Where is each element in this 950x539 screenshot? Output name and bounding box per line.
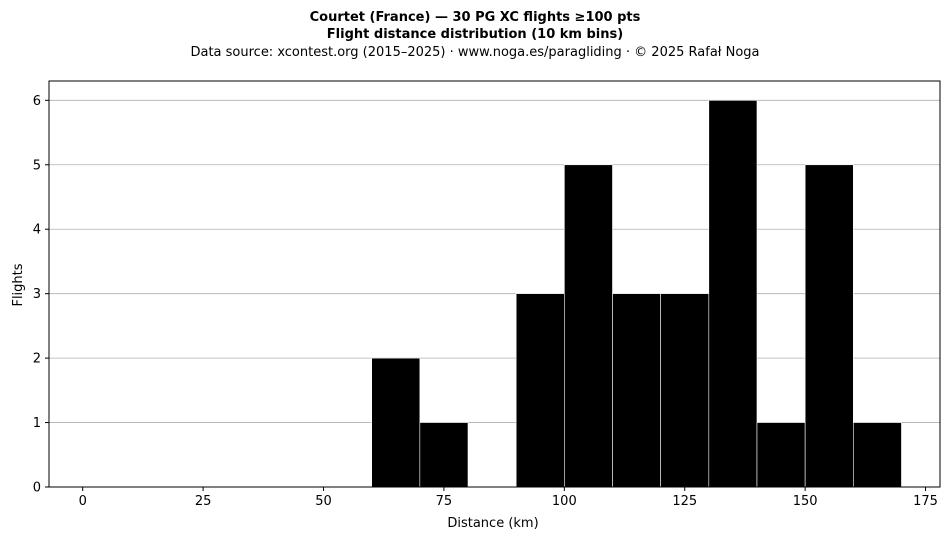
x-tick-label: 125 bbox=[672, 494, 697, 509]
y-tick-label: 0 bbox=[33, 481, 41, 496]
histogram-bar bbox=[515, 293, 565, 488]
y-tick-label: 4 bbox=[33, 223, 41, 238]
x-tick-label: 175 bbox=[913, 494, 938, 509]
x-tick-label: 150 bbox=[793, 494, 818, 509]
histogram-bar bbox=[419, 422, 469, 488]
x-tick-label: 50 bbox=[315, 494, 332, 509]
histogram-bar bbox=[612, 293, 661, 488]
y-tick-label: 5 bbox=[33, 158, 41, 173]
y-tick-label: 3 bbox=[33, 287, 41, 302]
x-tick-label: 0 bbox=[79, 494, 87, 509]
histogram-bar bbox=[853, 422, 902, 488]
bars-layer bbox=[371, 100, 902, 488]
histogram-bar bbox=[804, 164, 854, 488]
x-tick-label: 25 bbox=[195, 494, 212, 509]
chart-title-2: Flight distance distribution (10 km bins… bbox=[327, 27, 623, 42]
histogram-bar bbox=[660, 293, 710, 488]
grid-layer bbox=[49, 99, 940, 488]
plot-frame bbox=[48, 80, 941, 488]
histogram-bar bbox=[564, 164, 613, 488]
chart-title: Courtet (France) — 30 PG XC flights ≥100… bbox=[310, 10, 641, 25]
y-tick-label: 6 bbox=[33, 94, 41, 109]
y-tick-label: 2 bbox=[33, 352, 41, 367]
histogram-bar bbox=[756, 422, 806, 488]
x-tick-label: 100 bbox=[552, 494, 577, 509]
histogram-bar bbox=[371, 357, 421, 488]
x-axis-label: Distance (km) bbox=[447, 516, 538, 531]
histogram-bar bbox=[708, 100, 758, 488]
y-axis-label: Flights bbox=[11, 263, 26, 306]
ticks-layer: 0 25 50 75 100 125 150 175 0 1 2 3 4 5 6 bbox=[33, 94, 938, 509]
y-tick-label: 1 bbox=[33, 416, 41, 431]
x-tick-label: 75 bbox=[436, 494, 453, 509]
chart-subtitle: Data source: xcontest.org (2015–2025) · … bbox=[190, 45, 759, 60]
